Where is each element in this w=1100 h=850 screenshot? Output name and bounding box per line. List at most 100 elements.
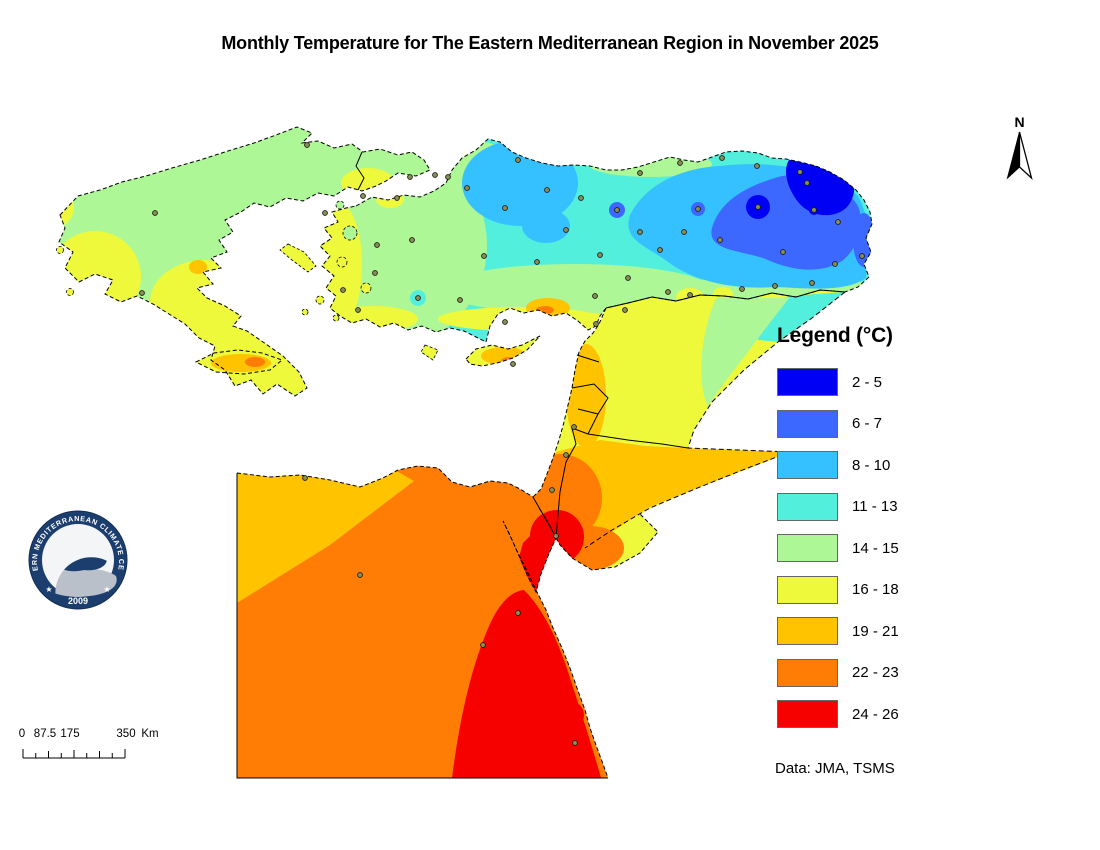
legend-label: 11 - 13 xyxy=(852,498,898,515)
station-dot xyxy=(357,572,363,578)
station-dot xyxy=(571,424,577,430)
legend-label: 19 - 21 xyxy=(852,622,899,640)
legend-item: 24 - 26 xyxy=(777,700,977,728)
legend-label: 24 - 26 xyxy=(852,705,899,723)
scale-label-175: 175 xyxy=(60,728,80,740)
legend-label: 6 - 7 xyxy=(852,415,883,432)
station-dot xyxy=(355,307,361,313)
station-dot xyxy=(457,297,463,303)
station-dot xyxy=(502,319,508,325)
station-dot xyxy=(637,170,643,176)
legend-swatch xyxy=(777,700,838,728)
legend-label: 22 - 23 xyxy=(852,664,899,681)
legend-label: 2 - 5 xyxy=(852,373,883,391)
station-dot xyxy=(811,207,817,213)
legend-label: 8 - 10 xyxy=(852,456,891,474)
legend-items: 2 - 5 6 - 7 8 - 10 11 - 13 14 - 15 16 - 18 19 … xyxy=(777,368,977,728)
station-dot xyxy=(152,210,158,216)
station-dot xyxy=(677,160,683,166)
station-dot xyxy=(515,157,521,163)
station-dot xyxy=(409,237,415,243)
station-dot xyxy=(780,249,786,255)
north-arrow-icon: N xyxy=(1006,114,1033,180)
country-borders xyxy=(236,151,846,779)
station-dot xyxy=(549,487,555,493)
station-dot xyxy=(572,740,578,746)
logo-star-left: ★ xyxy=(45,585,52,594)
station-dot xyxy=(510,361,516,367)
station-dot xyxy=(415,295,421,301)
station-dot xyxy=(809,280,815,286)
legend-swatch xyxy=(777,534,838,562)
region-cyprus xyxy=(466,336,540,366)
station-dot xyxy=(637,229,643,235)
station-dot xyxy=(544,187,550,193)
station-dot xyxy=(622,307,628,313)
station-dot xyxy=(302,475,308,481)
legend-item: 6 - 7 xyxy=(777,409,977,438)
station-dot xyxy=(304,142,310,148)
station-dot xyxy=(625,275,631,281)
station-dots xyxy=(139,142,865,746)
aegean-islands xyxy=(56,200,439,361)
station-dot xyxy=(578,195,584,201)
station-dot xyxy=(139,290,145,296)
legend-item: 2 - 5 xyxy=(777,368,977,396)
station-dot xyxy=(374,242,380,248)
station-dot xyxy=(340,287,346,293)
station-dot xyxy=(481,253,487,259)
coastlines xyxy=(58,126,873,779)
station-dot xyxy=(719,155,725,161)
station-dot xyxy=(597,252,603,258)
station-dot xyxy=(534,259,540,265)
legend-item: 16 - 18 xyxy=(777,575,977,604)
scale-bar: 0 87.5 175 350 Km xyxy=(0,728,200,762)
scale-ruler xyxy=(22,749,126,759)
station-dot xyxy=(322,210,328,216)
scale-label-350: 350 xyxy=(116,728,136,740)
station-dot xyxy=(695,206,701,212)
logo-star-right: ★ xyxy=(103,585,110,594)
station-dot xyxy=(394,195,400,201)
station-dot xyxy=(553,533,559,539)
station-dot xyxy=(563,452,569,458)
station-dot xyxy=(665,289,671,295)
station-dot xyxy=(563,227,569,233)
data-source: Data: JMA, TSMS xyxy=(775,760,895,777)
station-dot xyxy=(835,219,841,225)
legend-swatch xyxy=(777,409,838,438)
station-dot xyxy=(502,205,508,211)
station-dot xyxy=(832,261,838,267)
station-dot xyxy=(755,204,761,210)
emcc-logo: EASTERN MEDITERRANEAN CLIMATE CENTRE 200… xyxy=(28,510,128,610)
station-dot xyxy=(593,321,599,327)
scale-label-0: 0 xyxy=(18,728,26,740)
legend-item: 19 - 21 xyxy=(777,617,977,645)
station-dot xyxy=(859,253,865,259)
station-dot xyxy=(360,193,366,199)
station-dot xyxy=(464,185,470,191)
station-dot xyxy=(739,286,745,292)
station-dot xyxy=(445,174,451,180)
legend-item: 8 - 10 xyxy=(777,451,977,479)
legend-panel: Legend (°C) 2 - 5 6 - 7 8 - 10 11 - 13 14 - … xyxy=(777,324,977,742)
legend-swatch xyxy=(777,575,838,604)
legend-title: Legend (°C) xyxy=(777,324,893,347)
station-dot xyxy=(772,283,778,289)
station-dot xyxy=(592,293,598,299)
legend-swatch xyxy=(777,492,838,521)
logo-year: 2009 xyxy=(68,596,88,606)
station-dot xyxy=(797,169,803,175)
legend-swatch xyxy=(777,658,838,687)
legend-swatch xyxy=(777,368,838,396)
station-dot xyxy=(681,229,687,235)
station-dot xyxy=(432,172,438,178)
station-dot xyxy=(407,174,413,180)
legend-label: 14 - 15 xyxy=(852,539,899,557)
station-dot xyxy=(614,207,620,213)
station-dot xyxy=(804,180,810,186)
station-dot xyxy=(372,270,378,276)
station-dot xyxy=(754,163,760,169)
